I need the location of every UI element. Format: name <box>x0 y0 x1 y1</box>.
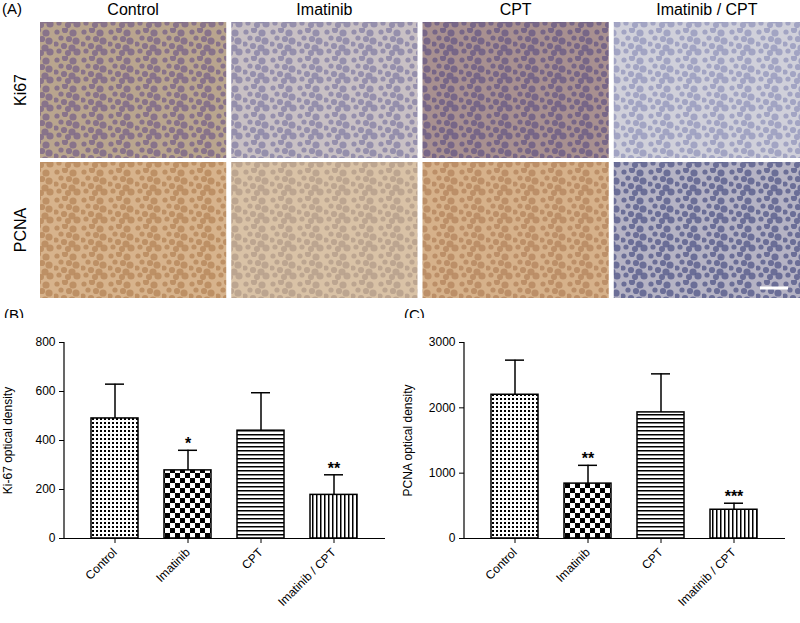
svg-text:Imatinib: Imatinib <box>296 1 352 18</box>
svg-text:(A): (A) <box>2 0 22 17</box>
svg-text:Ki-67 optical density: Ki-67 optical density <box>1 387 15 494</box>
svg-text:*: * <box>185 435 192 452</box>
svg-text:0: 0 <box>49 531 56 545</box>
svg-text:Imatinib: Imatinib <box>553 545 593 585</box>
html-text:(B): (B) <box>4 306 24 323</box>
svg-text:Ki67: Ki67 <box>12 74 29 106</box>
svg-text:Imatinib / CPT: Imatinib / CPT <box>656 1 758 18</box>
svg-text:600: 600 <box>35 384 55 398</box>
svg-text:Control: Control <box>483 545 520 582</box>
svg-text:CPT: CPT <box>500 1 532 18</box>
svg-text:Control: Control <box>83 545 120 582</box>
svg-text:200: 200 <box>35 482 55 496</box>
svg-text:400: 400 <box>35 433 55 447</box>
svg-text:**: ** <box>328 460 341 477</box>
svg-text:***: *** <box>725 488 744 505</box>
svg-text:CPT: CPT <box>239 545 266 572</box>
svg-text:Imatinib: Imatinib <box>153 545 193 585</box>
svg-text:3000: 3000 <box>429 335 456 349</box>
svg-text:2000: 2000 <box>429 401 456 415</box>
svg-text:PCNA optical density: PCNA optical density <box>401 384 415 496</box>
svg-text:**: ** <box>582 450 595 467</box>
svg-text:0: 0 <box>449 531 456 545</box>
svg-text:Control: Control <box>107 1 159 18</box>
svg-text:800: 800 <box>35 335 55 349</box>
svg-text:Imatinib / CPT: Imatinib / CPT <box>275 545 339 609</box>
svg-text:PCNA: PCNA <box>12 207 29 252</box>
svg-text:1000: 1000 <box>429 466 456 480</box>
html-text:(C): (C) <box>404 306 425 323</box>
svg-text:Imatinib / CPT: Imatinib / CPT <box>675 545 739 609</box>
svg-text:CPT: CPT <box>639 545 666 572</box>
